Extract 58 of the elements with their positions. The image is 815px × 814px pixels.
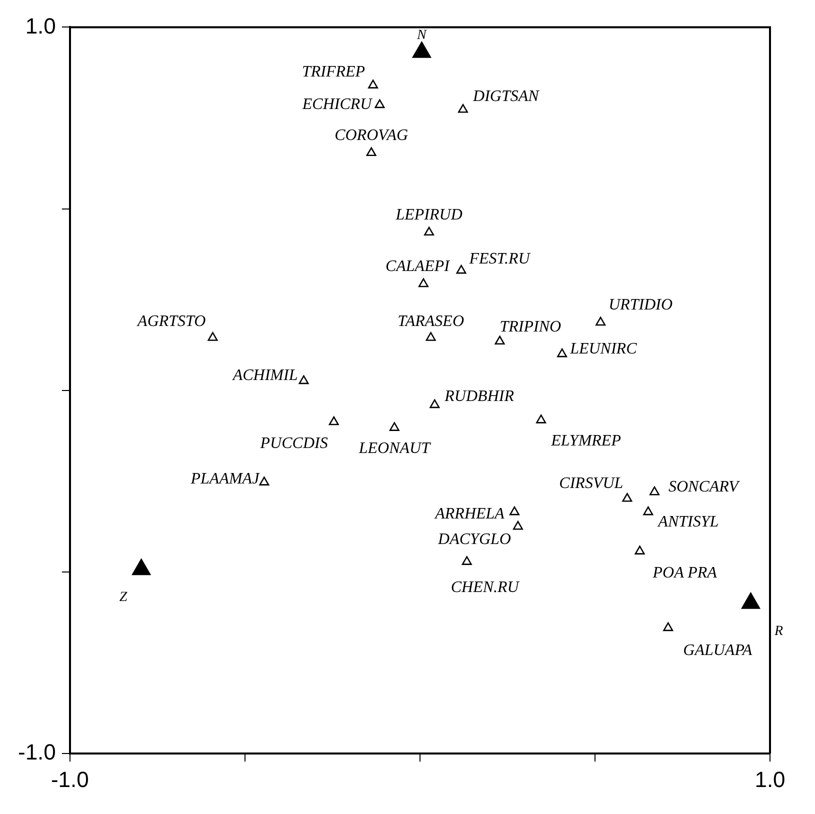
point bbox=[622, 492, 632, 502]
annotation: TARASEO bbox=[398, 312, 464, 330]
annotation: PUCCDIS bbox=[259, 435, 328, 452]
point bbox=[509, 506, 520, 516]
point bbox=[494, 336, 505, 345]
point bbox=[208, 332, 218, 341]
annotation: URTIDIO bbox=[608, 296, 674, 314]
annotation: COROVAG bbox=[334, 127, 408, 144]
annotation: RUDBHIR bbox=[444, 388, 514, 406]
point bbox=[462, 556, 472, 565]
annotation: R bbox=[773, 624, 784, 639]
annotation: GALUAPA bbox=[683, 642, 752, 660]
annotation: TRIFREP bbox=[302, 64, 366, 81]
point bbox=[643, 506, 654, 516]
annotation: ECHICRU bbox=[301, 96, 374, 114]
point bbox=[374, 99, 385, 108]
annotation: DIGTSAN bbox=[472, 88, 540, 105]
annotation: CIRSVUL bbox=[559, 474, 624, 492]
annotation: FEST.RU bbox=[468, 250, 532, 268]
point bbox=[366, 147, 376, 156]
point bbox=[259, 476, 270, 486]
point bbox=[132, 558, 151, 576]
annotation: ACHIMIL bbox=[232, 367, 298, 384]
annotation: AGRTSTO bbox=[136, 312, 206, 330]
annotation: N bbox=[416, 28, 428, 43]
point bbox=[456, 264, 466, 274]
annotation: Z bbox=[119, 590, 128, 606]
annotation: SONCARV bbox=[668, 478, 741, 496]
point bbox=[412, 42, 432, 58]
annotation: TRIPINO bbox=[500, 318, 562, 336]
annotation: CHEN.RU bbox=[450, 579, 520, 596]
point bbox=[389, 422, 400, 431]
point bbox=[430, 399, 440, 408]
annotation: CALAEPI bbox=[385, 258, 450, 276]
point bbox=[650, 486, 660, 496]
point bbox=[328, 416, 339, 426]
point bbox=[536, 414, 546, 424]
point bbox=[368, 80, 378, 88]
point bbox=[424, 226, 434, 236]
point bbox=[426, 332, 436, 341]
point bbox=[634, 546, 645, 554]
point bbox=[512, 520, 523, 530]
point bbox=[663, 622, 674, 632]
point bbox=[596, 316, 606, 326]
annotation: ANTISYL bbox=[657, 513, 719, 530]
annotation: POA PRA bbox=[652, 564, 718, 582]
annotation: PLAAMAJ bbox=[190, 470, 260, 488]
annotation: LEPIRUD bbox=[394, 206, 463, 224]
point bbox=[418, 278, 428, 288]
point bbox=[741, 592, 760, 609]
annotation: DACYGLO bbox=[437, 530, 512, 548]
annotation: ARRHELA bbox=[434, 505, 505, 522]
point bbox=[458, 104, 468, 113]
annotation: LEONAUT bbox=[358, 440, 432, 458]
annotation: ELYMREP bbox=[550, 432, 622, 450]
point bbox=[298, 375, 309, 384]
point bbox=[557, 348, 568, 358]
annotation: LEUNIRC bbox=[569, 340, 638, 358]
